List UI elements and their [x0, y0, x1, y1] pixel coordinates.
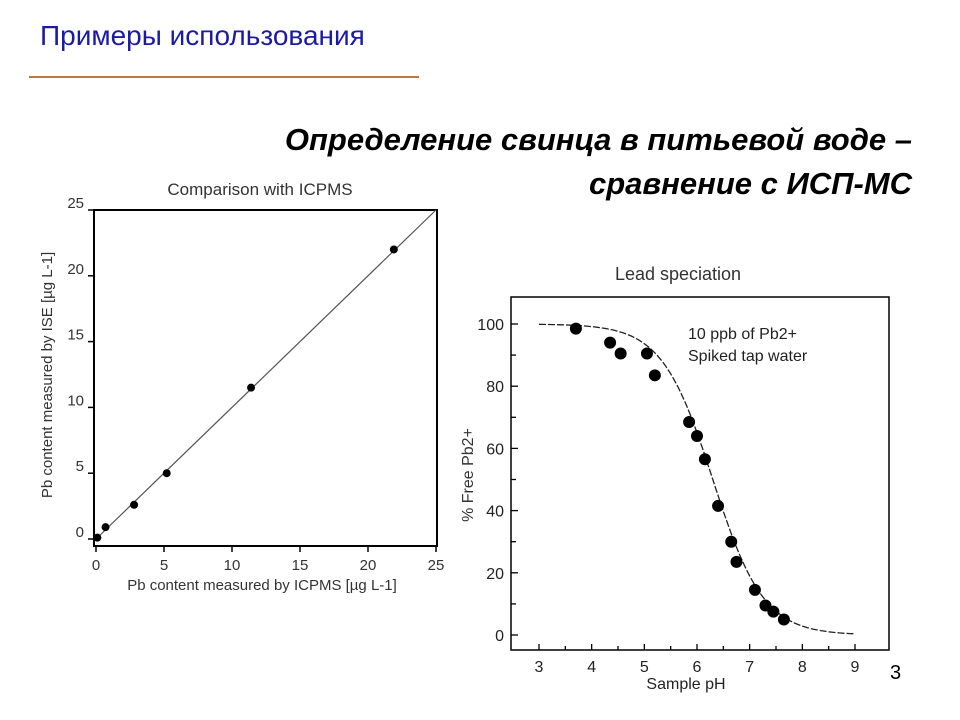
chart2-ylabel: % Free Pb2+: [460, 428, 477, 522]
slide-title: Примеры использования: [40, 20, 365, 51]
chart2-point: [767, 605, 780, 618]
chart2-xtick: 9: [851, 659, 860, 676]
chart1-xtick: 25: [428, 557, 445, 574]
chart1-ytick: 15: [67, 327, 84, 344]
chart1-xtick: 0: [92, 557, 100, 574]
subtitle-line-2: сравнение с ИСП-МС: [589, 166, 912, 201]
title-underline: [29, 76, 419, 78]
chart1-axes: 0 5 10 15 20 25 0 5 10 15 20 25: [67, 195, 444, 574]
chart2-point: [648, 369, 661, 382]
chart1-frame: [93, 209, 438, 547]
chart2-ytick: 40: [486, 504, 504, 521]
chart2-point: [725, 535, 738, 548]
chart2-axes: 3 4 5 6 7 8 9 0 20 40 60 80 100: [477, 317, 859, 676]
chart2-points: [569, 322, 790, 626]
chart1-ytick: 25: [67, 195, 84, 212]
chart1-ytick: 0: [76, 524, 84, 541]
chart1-identity-line: [95, 209, 437, 540]
chart2-point: [777, 613, 790, 626]
subtitle-line-1: Определение свинца в питьевой воде –: [284, 122, 912, 157]
chart1-title: Comparison with ICPMS: [167, 180, 352, 199]
chart2-xtick: 8: [798, 659, 807, 676]
chart1-point: [162, 469, 171, 478]
chart1-point: [247, 383, 256, 392]
chart2-point: [569, 322, 582, 335]
chart2-xtick: 3: [535, 659, 544, 676]
chart2-point: [748, 583, 761, 596]
chart1-ylabel: Pb content measured by ISE [µg L-1]: [39, 252, 56, 498]
chart2-point: [604, 336, 617, 349]
chart2-ytick: 0: [495, 628, 504, 645]
chart2-xtick: 5: [640, 659, 649, 676]
chart2-annotation-2: Spiked tap water: [688, 348, 808, 365]
chart2-ytick: 20: [486, 566, 504, 583]
chart1-ytick: 20: [67, 261, 84, 278]
chart1-point: [130, 500, 139, 509]
chart2-point: [640, 347, 653, 360]
chart2-point: [712, 499, 725, 512]
chart1-xlabel: Pb content measured by ICPMS [µg L-1]: [127, 577, 397, 594]
chart2-xtick: 7: [745, 659, 754, 676]
chart2-title: Lead speciation: [615, 264, 741, 284]
chart1-point: [389, 245, 398, 254]
chart2-point: [698, 453, 711, 466]
chart2-xlabel: Sample pH: [646, 676, 725, 693]
page-number: 3: [890, 662, 902, 684]
chart2-xtick: 6: [693, 659, 702, 676]
chart2-point: [691, 429, 703, 442]
chart2-annotation-1: 10 ppb of Pb2+: [688, 326, 797, 343]
chart2-point: [614, 347, 627, 360]
chart1-ytick: 10: [67, 392, 84, 409]
chart1-ytick: 5: [76, 458, 84, 475]
chart2-fit-curve: [538, 323, 856, 635]
chart2-frame: [510, 296, 890, 651]
chart1-xtick: 20: [360, 557, 377, 574]
chart1-points: [93, 245, 398, 542]
chart1-point: [93, 533, 102, 542]
chart2-point: [730, 555, 743, 568]
chart1-point: [101, 523, 110, 532]
chart1-xtick: 5: [160, 557, 168, 574]
chart2-ytick: 80: [486, 379, 504, 396]
chart2-xtick: 4: [587, 659, 596, 676]
chart2-ytick: 100: [477, 317, 504, 334]
slide-subtitle: Определение свинца в питьевой воде – сра…: [152, 118, 912, 206]
chart1-xtick: 10: [224, 557, 241, 574]
chart2-ytick: 60: [486, 441, 504, 458]
chart2-point: [683, 415, 696, 428]
chart1-xtick: 15: [292, 557, 309, 574]
